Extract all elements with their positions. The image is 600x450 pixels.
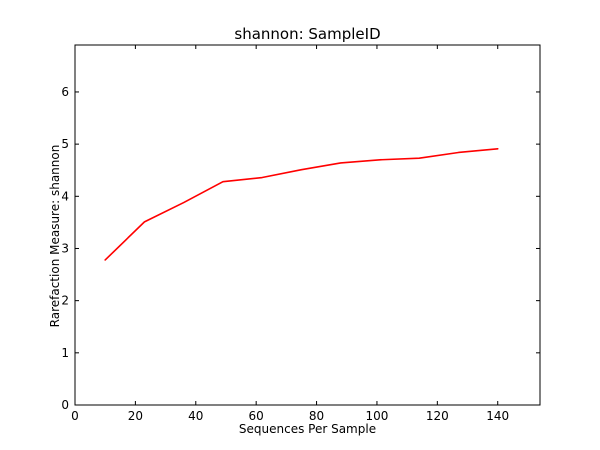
chart-title: shannon: SampleID bbox=[234, 25, 380, 43]
series-line-0 bbox=[104, 148, 499, 261]
x-tick-label: 100 bbox=[365, 409, 388, 423]
y-tick-label: 0 bbox=[61, 398, 69, 412]
y-tick-label: 4 bbox=[61, 189, 69, 203]
y-axis-label: Rarefaction Measure: shannon bbox=[48, 145, 62, 328]
y-tick-label: 1 bbox=[61, 346, 69, 360]
y-tick-label: 2 bbox=[61, 294, 69, 308]
y-tick-label: 5 bbox=[61, 137, 69, 151]
x-tick-label: 120 bbox=[426, 409, 449, 423]
x-tick-label: 40 bbox=[188, 409, 203, 423]
x-tick-label: 20 bbox=[128, 409, 143, 423]
plot-frame bbox=[74, 44, 541, 406]
y-tick-label: 3 bbox=[61, 241, 69, 255]
x-axis-label: Sequences Per Sample bbox=[239, 422, 376, 436]
x-tick-label: 140 bbox=[486, 409, 509, 423]
x-tick-label: 60 bbox=[249, 409, 264, 423]
x-tick-label: 0 bbox=[71, 409, 79, 423]
x-tick-label: 80 bbox=[309, 409, 324, 423]
y-tick-label: 6 bbox=[61, 85, 69, 99]
plot-area: 0 20 40 60 80 100 120 140 0 1 2 3 4 5 6 bbox=[61, 44, 541, 423]
